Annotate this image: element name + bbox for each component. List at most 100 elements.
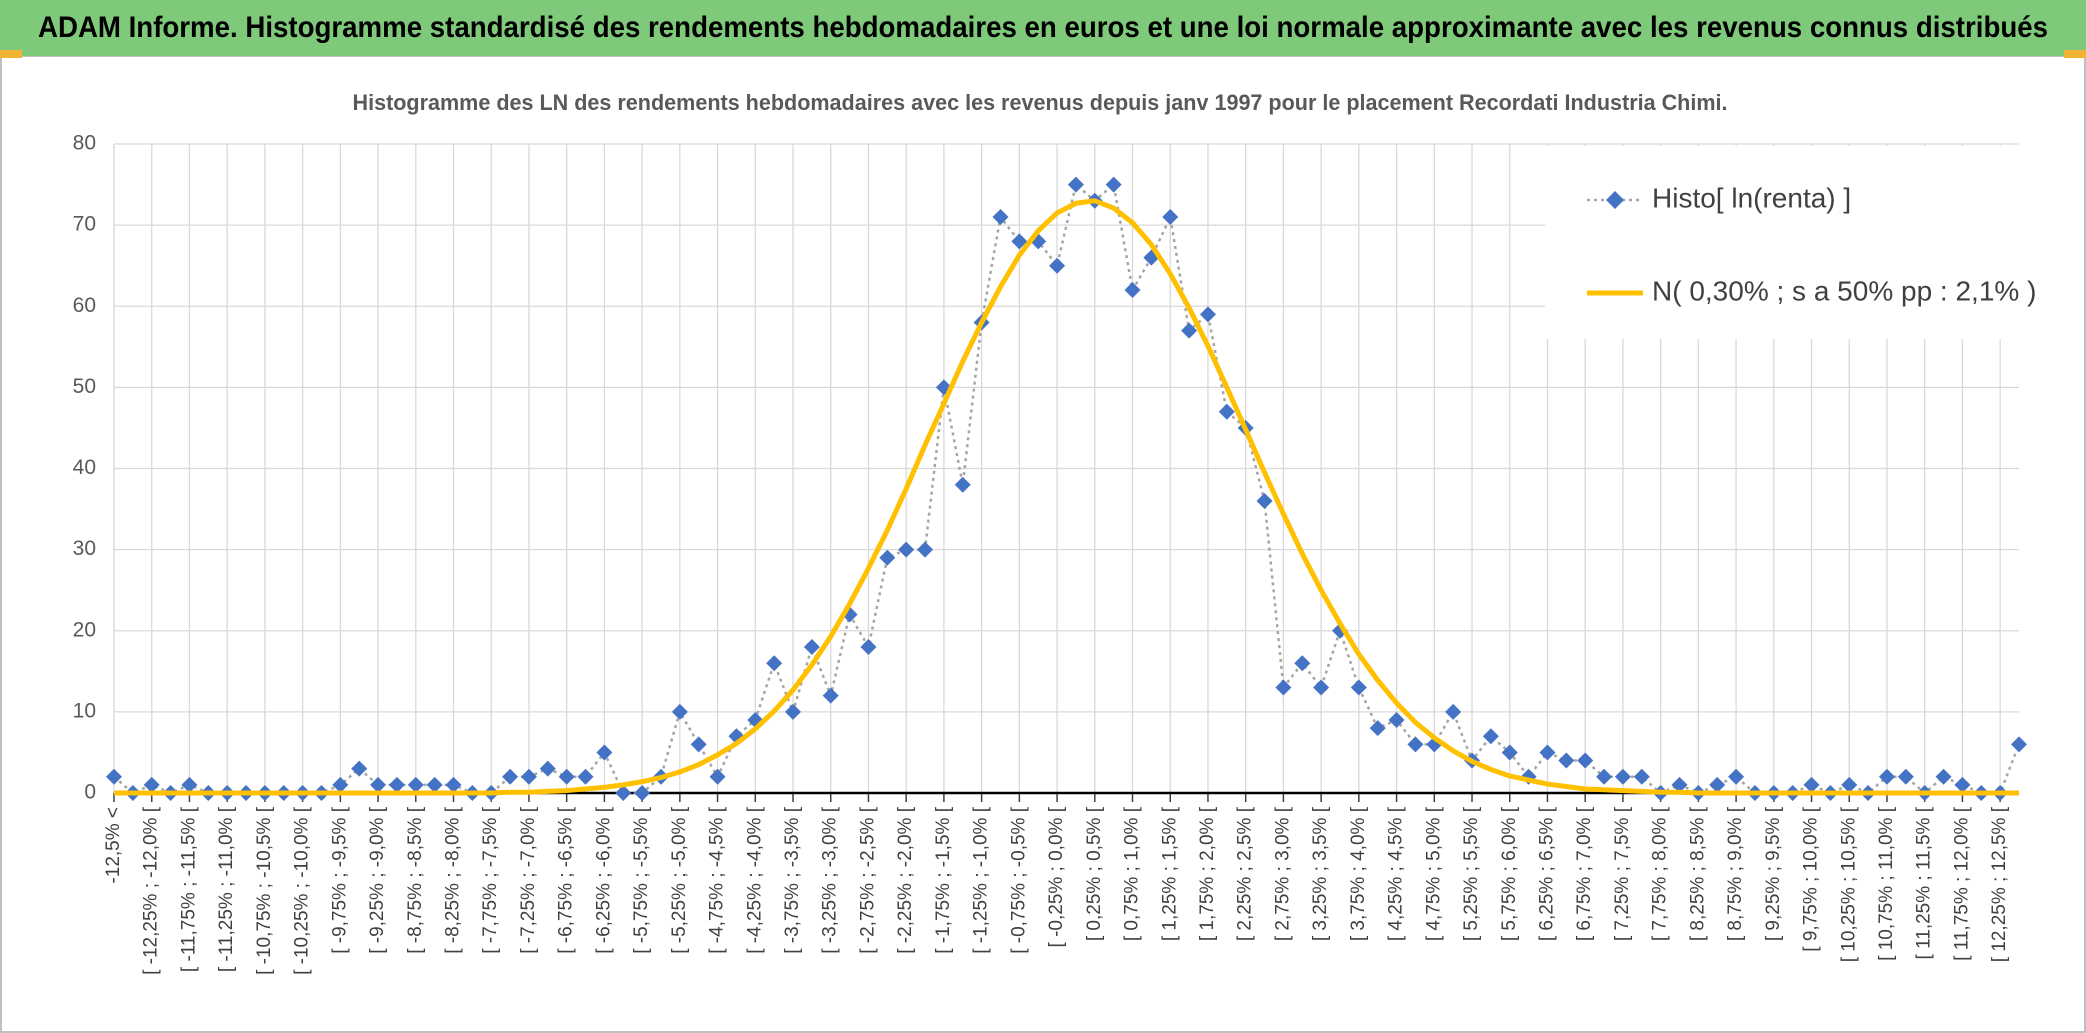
data-point [1709, 776, 1726, 793]
data-point [2011, 736, 2027, 753]
data-point [1407, 736, 1424, 753]
x-tick-label: [ 1,75% ; 2,0% [ [1197, 806, 1218, 941]
x-tick-label: [ -8,25% ; -8,0% [ [443, 806, 464, 954]
x-tick-label: [ 8,25% ; 8,5% [ [1687, 806, 1708, 941]
x-tick-label: [ -4,75% ; -4,5% [ [707, 806, 728, 954]
data-point [1878, 768, 1895, 785]
x-tick-label: [ -8,75% ; -8,5% [ [405, 806, 426, 954]
x-tick-label: [ 2,25% ; 2,5% [ [1235, 806, 1256, 941]
x-tick-label: [ -1,25% ; -1,0% [ [971, 806, 992, 954]
data-point [1275, 679, 1292, 696]
x-tick-label: [ -0,75% ; -0,5% [ [1008, 806, 1029, 954]
page-title: ADAM Informe. Histogramme standardisé de… [38, 11, 2048, 44]
x-tick-label: [ 3,75% ; 4,0% [ [1348, 806, 1369, 941]
data-point [803, 638, 820, 655]
banner-corner [2064, 50, 2086, 58]
legend-label: Histo[ ln(renta) ] [1652, 182, 1851, 213]
data-point [1124, 282, 1141, 299]
y-tick-label: 80 [73, 132, 96, 155]
data-point [577, 768, 594, 785]
data-point [1143, 249, 1160, 266]
data-point [388, 776, 405, 793]
y-tick-label: 0 [84, 781, 96, 804]
series-line [114, 198, 2019, 796]
x-tick-label: [ 6,75% ; 7,0% [ [1574, 806, 1595, 941]
x-tick-label: [ 5,25% ; 5,5% [ [1461, 806, 1482, 941]
x-tick-label: [ 8,75% ; 9,0% [ [1725, 806, 1746, 941]
x-tick-label: [ 6,25% ; 6,5% [ [1536, 806, 1557, 941]
data-point [351, 760, 368, 777]
x-tick-label: [ 1,25% ; 1,5% [ [1159, 806, 1180, 941]
x-tick-label: [ 0,75% ; 1,0% [ [1122, 806, 1143, 941]
data-point [785, 703, 802, 720]
data-point [954, 476, 971, 493]
data-point [1482, 728, 1499, 745]
data-point [690, 736, 707, 753]
data-point [671, 703, 688, 720]
x-tick-label: [ 3,25% ; 3,5% [ [1310, 806, 1331, 941]
legend: Histo[ ln(renta) ] N( 0,30% ; s a 50% pp … [1545, 146, 2036, 339]
y-tick-label: 70 [73, 213, 96, 236]
x-tick-label: [ -7,25% ; -7,0% [ [518, 806, 539, 954]
data-point [1671, 776, 1688, 793]
x-tick-label: [ -9,75% ; -9,5% [ [329, 806, 350, 954]
x-tick-label: [ 4,25% ; 4,5% [ [1386, 806, 1407, 941]
legend-label: N( 0,30% ; s a 50% pp : 2,1% ) [1652, 275, 2036, 306]
data-point [1218, 403, 1235, 420]
plot [106, 176, 2027, 801]
data-point [992, 209, 1009, 226]
x-tick-label: [ 4,75% ; 5,0% [ [1423, 806, 1444, 941]
x-tick-label: [ 11,25% ; 11,5% [ [1914, 806, 1935, 959]
data-point [1633, 768, 1650, 785]
data-point [520, 768, 537, 785]
x-tick-label: [ -2,25% ; -2,0% [ [895, 806, 916, 954]
data-point [1294, 655, 1311, 672]
x-tick-label: [ 2,75% ; 3,0% [ [1272, 806, 1293, 941]
data-point [1577, 752, 1594, 769]
data-point [709, 768, 726, 785]
x-tick-label: [ 7,25% ; 7,5% [ [1612, 806, 1633, 941]
x-tick-label: [ -6,25% ; -6,0% [ [593, 806, 614, 954]
data-point [1558, 752, 1575, 769]
data-point [1935, 768, 1952, 785]
data-point [1199, 306, 1216, 323]
data-point [596, 744, 613, 761]
chart-title: Histogramme des LN des rendements hebdom… [353, 90, 1728, 115]
data-point [1105, 176, 1122, 193]
data-point [634, 785, 651, 801]
y-tick-label: 20 [73, 618, 96, 641]
x-tick-label: [ -12,25% ; -12,0% [ [141, 806, 162, 975]
banner-corner [0, 50, 22, 58]
data-point [1313, 679, 1330, 696]
data-point [1841, 776, 1858, 793]
data-point [917, 541, 934, 558]
data-point [502, 768, 519, 785]
data-point [370, 776, 387, 793]
data-point [1388, 711, 1405, 728]
data-point [1728, 768, 1745, 785]
x-tick-label: [ -7,75% ; -7,5% [ [480, 806, 501, 954]
x-tick-label: [ -4,25% ; -4,0% [ [744, 806, 765, 954]
data-point [879, 549, 896, 566]
data-point [860, 638, 877, 655]
y-tick-label: 10 [73, 699, 96, 722]
x-tick-label: [ 11,75% ; 12,0% [ [1951, 806, 1972, 961]
data-point [143, 776, 160, 793]
data-point [1011, 233, 1028, 250]
data-point [539, 760, 556, 777]
x-tick-label: -12,5% < [103, 807, 124, 884]
data-point [1803, 776, 1820, 793]
data-point [426, 776, 443, 793]
data-point [615, 785, 632, 801]
x-tick-label: [ 10,75% ; 11,0% [ [1876, 806, 1897, 961]
data-point [1256, 492, 1273, 509]
data-point [822, 687, 839, 704]
data-point [1596, 768, 1613, 785]
data-point [1369, 720, 1386, 737]
x-tick-label: [ -1,75% ; -1,5% [ [933, 806, 954, 954]
y-tick-label: 60 [73, 294, 96, 317]
legend-box [1545, 146, 2021, 339]
x-tick-label: [ -5,75% ; -5,5% [ [631, 806, 652, 954]
data-point [898, 541, 915, 558]
